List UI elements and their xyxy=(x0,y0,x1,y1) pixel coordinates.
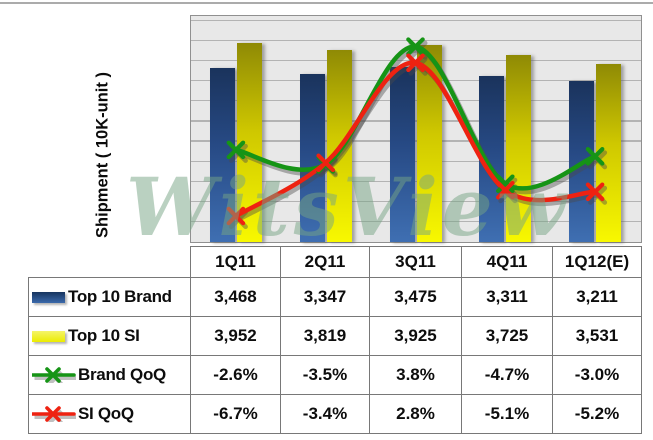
bar-top10-brand-3q11 xyxy=(389,67,415,242)
cell-top-10-si-2q11: 3,819 xyxy=(280,316,370,356)
gridline xyxy=(191,120,641,122)
gridline xyxy=(191,140,641,142)
top-10-si-swatch-icon xyxy=(32,330,65,342)
legend-label: Top 10 SI xyxy=(68,326,140,345)
cell-top-10-brand-2q11: 3,347 xyxy=(280,277,370,317)
gridline xyxy=(191,220,641,223)
table-header-1q12e: 1Q12(E) xyxy=(552,246,642,278)
cell-top-10-brand-1q11: 3,468 xyxy=(190,277,281,317)
gridline xyxy=(191,80,641,82)
table-header-1q11: 1Q11 xyxy=(190,246,281,278)
qoq-lines-layer xyxy=(226,37,608,229)
chart-plot-area xyxy=(190,15,642,243)
cell-si-qoq-1q12e: -5.2% xyxy=(552,394,642,434)
legend-label: Brand QoQ xyxy=(78,365,166,384)
cell-top-10-si-4q11: 3,725 xyxy=(461,316,553,356)
corner-cell xyxy=(28,246,191,278)
cell-si-qoq-4q11: -5.1% xyxy=(461,394,553,434)
table-row-top-10-brand: Top 10 Brand 3,468 3,347 3,475 3,311 3,211 xyxy=(28,277,642,317)
legend-cell: Top 10 Brand xyxy=(28,277,191,317)
brand-qoq-swatch-icon xyxy=(32,367,76,383)
table-row-si-qoq: SI QoQ -6.7% -3.4% 2.8% -5.1% -5.2% xyxy=(28,394,642,434)
legend-label: Top 10 Brand xyxy=(68,287,172,306)
cell-brand-qoq-2q11: -3.5% xyxy=(280,355,370,395)
legend-cell: Brand QoQ xyxy=(28,355,191,395)
si-qoq-markers xyxy=(226,53,605,226)
table-header-2q11: 2Q11 xyxy=(280,246,370,278)
top-10-brand-swatch-icon xyxy=(32,291,65,303)
legend-label: SI QoQ xyxy=(78,404,134,423)
gridline xyxy=(191,39,641,42)
gridline xyxy=(191,19,641,21)
cell-si-qoq-3q11: 2.8% xyxy=(369,394,462,434)
cell-si-qoq-1q11: -6.7% xyxy=(190,394,281,434)
si-qoq-swatch-icon xyxy=(32,406,76,422)
table-header-3q11: 3Q11 xyxy=(369,246,462,278)
cell-top-10-si-1q11: 3,952 xyxy=(190,316,281,356)
gridline xyxy=(191,160,641,162)
cell-top-10-si-1q12e: 3,531 xyxy=(552,316,642,356)
bar-top10-si-4q11 xyxy=(506,54,532,242)
table-header-row: 1Q11 2Q11 3Q11 4Q11 1Q12(E) xyxy=(28,246,642,278)
gridline xyxy=(191,100,641,102)
table-row-top-10-si: Top 10 SI 3,952 3,819 3,925 3,725 3,531 xyxy=(28,316,642,356)
cell-brand-qoq-1q11: -2.6% xyxy=(190,355,281,395)
cell-brand-qoq-4q11: -4.7% xyxy=(461,355,553,395)
cell-brand-qoq-1q12e: -3.0% xyxy=(552,355,642,395)
cell-top-10-brand-1q12e: 3,211 xyxy=(552,277,642,317)
chart-plot-inner xyxy=(191,16,641,242)
table-header-4q11: 4Q11 xyxy=(461,246,553,278)
legend-cell: Top 10 SI xyxy=(28,316,191,356)
cell-si-qoq-2q11: -3.4% xyxy=(280,394,370,434)
cell-top-10-brand-4q11: 3,311 xyxy=(461,277,553,317)
si-qoq-line-shadow xyxy=(235,63,601,222)
page-top-rule xyxy=(0,2,653,4)
gridline xyxy=(191,180,641,182)
gridline xyxy=(191,200,641,202)
cell-top-10-brand-3q11: 3,475 xyxy=(369,277,462,317)
cell-brand-qoq-3q11: 3.8% xyxy=(369,355,462,395)
y-axis-label: Shipment ( 10K-unit ) xyxy=(93,72,112,238)
cell-top-10-si-3q11: 3,925 xyxy=(369,316,462,356)
table-row-brand-qoq: Brand QoQ -2.6% -3.5% 3.8% -4.7% -3.0% xyxy=(28,355,642,395)
data-table: 1Q11 2Q11 3Q11 4Q11 1Q12(E) Top 10 Brand 3,468… xyxy=(28,246,642,434)
legend-cell: SI QoQ xyxy=(28,394,191,434)
